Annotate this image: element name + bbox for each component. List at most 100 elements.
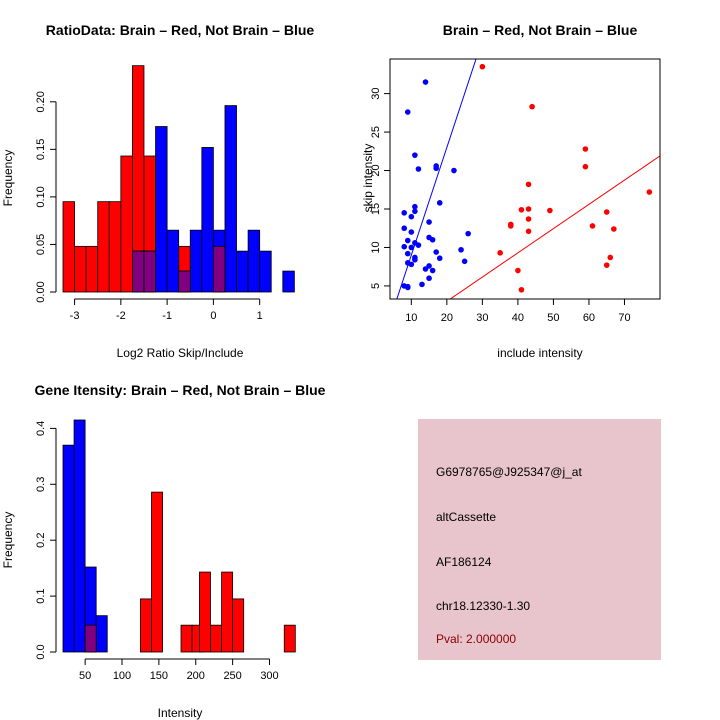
not-brain-point [419,281,425,288]
not-brain-point [461,258,468,265]
brain-bar [62,201,75,293]
scatter-title: Brain – Red, Not Brain – Blue [443,22,638,38]
y-tick-label: 25 [370,126,382,138]
not-brain-point [404,284,411,291]
brain-bar [151,491,163,653]
info-panel-background [418,419,661,660]
brain-point [529,103,535,110]
y-tick-label: 0.4 [35,421,47,436]
not-brain-point [412,208,418,215]
ratio-y-axis: 0.00 0.05 0.10 0.15 0.20 [35,91,57,303]
not-brain-point [458,246,464,253]
scatter-panel: Brain – Red, Not Brain – Blue 10 20 30 40 50… [361,22,661,360]
brain-point [525,216,532,222]
brain-bar [232,598,245,653]
brain-point [525,228,532,235]
brain-bar [199,571,211,653]
not-brain-point [433,249,439,255]
not-brain-bar [189,229,203,293]
brain-point [603,262,610,268]
not-brain-bar [95,615,108,653]
brain-bar [97,201,110,293]
not-brain-point [401,210,408,216]
not-brain-point [412,203,418,210]
not-brain-point [401,225,408,232]
y-tick-label: 15 [370,203,382,215]
ratio-histogram-title: RatioData: Brain – Red, Not Brain – Blue [46,22,315,38]
y-tick-label: 5 [370,283,382,289]
not-brain-bar [155,126,168,293]
not-brain-point [436,200,443,206]
brain-point [518,206,525,213]
brain-point [603,209,610,215]
intensity-y-label: Frequency [1,512,15,569]
y-tick-label: 0.1 [35,588,47,603]
brain-bar [140,598,152,653]
brain-point [646,189,653,195]
not-brain-point [433,165,439,172]
brain-bar [120,155,133,293]
y-tick-label: 0.05 [35,234,47,255]
brain-bar [74,245,87,293]
x-tick-label: 250 [223,670,241,682]
brain-point [515,267,521,274]
ratio-x-axis: -3 -2 -1 0 1 [70,298,263,322]
x-tick-label: 50 [79,670,91,682]
x-tick-label: 20 [441,312,453,324]
not-brain-bar [73,419,86,653]
brain-point [582,146,589,152]
not-brain-point [426,219,432,225]
not-brain-bar [236,250,249,293]
not-brain-point [429,236,436,243]
pval-text: Pval: 2.000000 [436,632,516,646]
event-type-text: altCassette [436,510,496,524]
intensity-x-label: Intensity [158,706,203,720]
x-tick-label: 100 [113,670,131,682]
not-brain-bar [247,229,261,293]
brain-point [479,63,486,70]
gene-intensity-title: Gene Itensity: Brain – Red, Not Brain – … [35,382,326,398]
overlap-bar [84,624,97,653]
probe-id-text: G6978765@J925347@j_at [436,465,582,479]
not-brain-bar [166,229,180,293]
ratio-x-label: Log2 Ratio Skip/Include [117,346,244,360]
overlap-bar [178,270,191,293]
x-tick-label: -1 [162,310,172,322]
not-brain-point [404,237,411,244]
not-brain-point [408,213,415,220]
not-brain-point [412,152,418,158]
y-tick-label: 0.15 [35,139,47,160]
brain-point [525,206,532,212]
brain-point [507,223,514,229]
scatter-y-label: skip intensity [361,144,375,213]
x-tick-label: 0 [210,310,216,322]
intensity-y-axis: 0.0 0.1 0.2 0.3 0.4 [35,421,57,660]
overlap-bar [143,250,156,293]
not-brain-point [465,230,471,237]
not-brain-point [404,250,411,257]
y-tick-label: 30 [370,87,382,99]
x-tick-label: 10 [405,312,417,324]
brain-fit-line [449,155,660,299]
x-tick-label: 70 [618,312,630,324]
not-brain-point [415,166,422,172]
not-brain-point [412,256,418,263]
scatter-plot-frame [389,58,661,300]
not-brain-point [422,266,429,272]
accession-text: AF186124 [436,555,492,569]
y-tick-label: 0.00 [35,281,47,302]
x-tick-label: 300 [260,670,278,682]
not-brain-bar [224,105,237,293]
not-brain-point [408,244,415,251]
x-tick-label: 1 [257,310,263,322]
y-tick-label: 10 [370,241,382,253]
ratio-y-label: Frequency [1,150,15,207]
brain-point [525,181,532,188]
gene-intensity-panel: Gene Itensity: Brain – Red, Not Brain – … [1,382,326,720]
scatter-x-label: include intensity [497,346,582,360]
brain-bar [210,624,222,653]
brain-point [589,223,596,229]
not-brain-point [426,275,432,282]
scatter-x-axis: 10 20 30 40 50 60 70 [405,299,631,324]
